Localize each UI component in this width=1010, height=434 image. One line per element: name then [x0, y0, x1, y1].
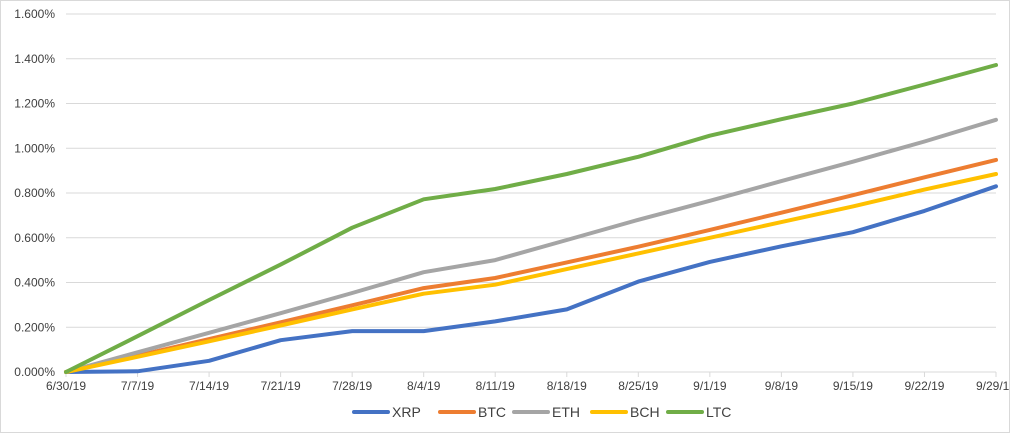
- x-tick-label: 6/30/19: [46, 379, 86, 393]
- x-tick-label: 7/28/19: [332, 379, 372, 393]
- x-tick-label: 9/29/19: [976, 379, 1010, 393]
- y-tick-label: 1.600%: [14, 7, 55, 21]
- legend-label: LTC: [706, 404, 731, 420]
- x-tick-label: 8/25/19: [618, 379, 658, 393]
- legend-label: BCH: [630, 404, 660, 420]
- legend-label: ETH: [552, 404, 580, 420]
- x-tick-label: 7/21/19: [261, 379, 301, 393]
- x-tick-label: 8/18/19: [547, 379, 587, 393]
- x-tick-label: 9/8/19: [765, 379, 799, 393]
- legend: XRP BTC ETH BCH LTC: [352, 404, 731, 420]
- series-line-eth: [64, 117, 998, 374]
- x-tick-label: 7/14/19: [189, 379, 229, 393]
- y-tick-label: 1.200%: [14, 97, 55, 111]
- y-axis: 0.000% 0.200% 0.400% 0.600% 0.800% 1.000% 1.20…: [14, 7, 55, 379]
- legend-label: BTC: [478, 404, 506, 420]
- gridlines: [66, 13, 996, 373]
- legend-label: XRP: [392, 404, 421, 420]
- y-tick-label: 1.000%: [14, 141, 55, 155]
- series-line-bch: [64, 172, 998, 374]
- x-tick-label: 9/1/19: [693, 379, 727, 393]
- legend-item-bch: BCH: [590, 404, 660, 420]
- legend-item-eth: ETH: [512, 404, 580, 420]
- y-tick-label: 0.800%: [14, 186, 55, 200]
- y-tick-label: 0.200%: [14, 320, 55, 334]
- series-line-xrp: [64, 184, 998, 374]
- legend-item-btc: BTC: [438, 404, 506, 420]
- x-tick-label: 7/7/19: [121, 379, 155, 393]
- x-axis: 6/30/19 7/7/19 7/14/19 7/21/19 7/28/19 8/4/19…: [46, 372, 1010, 393]
- series-line-btc: [64, 157, 998, 374]
- legend-item-xrp: XRP: [352, 404, 421, 420]
- y-tick-label: 0.000%: [14, 365, 55, 379]
- x-tick-label: 8/4/19: [407, 379, 441, 393]
- y-tick-label: 1.400%: [14, 52, 55, 66]
- legend-item-ltc: LTC: [666, 404, 731, 420]
- x-tick-label: 8/11/19: [476, 379, 515, 393]
- x-tick-label: 9/15/19: [833, 379, 873, 393]
- series-line-ltc: [64, 63, 998, 374]
- y-tick-label: 0.400%: [14, 276, 55, 290]
- y-tick-label: 0.600%: [14, 231, 55, 245]
- series-lines: [64, 63, 998, 374]
- x-tick-label: 9/22/19: [904, 379, 944, 393]
